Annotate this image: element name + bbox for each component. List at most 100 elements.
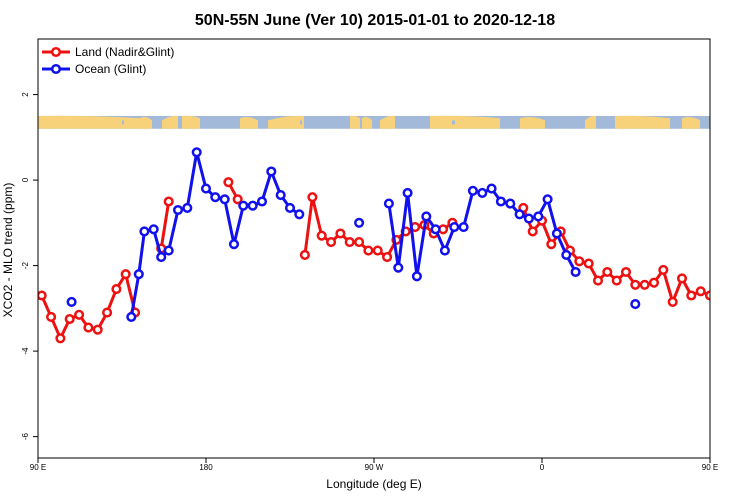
series-layer	[38, 147, 710, 344]
band-land-10	[520, 117, 545, 129]
y-tick-label-4: -6	[21, 433, 30, 441]
x-tick-label-3: 0	[540, 463, 545, 472]
y-tick-label-2: -2	[21, 262, 30, 270]
band-land-6	[350, 115, 360, 129]
x-tick-label-2: 90 W	[365, 463, 384, 472]
band-ocean-bite-2	[300, 120, 302, 125]
series-0-point-21	[326, 237, 337, 248]
series-1-point-5	[148, 224, 159, 235]
series-0-point-23	[344, 237, 355, 248]
series-1-point-40	[523, 213, 534, 224]
x-tick-label-0: 90 E	[30, 463, 46, 472]
series-1-point-26	[393, 262, 404, 273]
series-0-point-16	[232, 194, 243, 205]
band-land-13	[682, 117, 700, 129]
series-1-point-27	[402, 187, 413, 198]
y-tick-label-1: 0	[21, 177, 30, 182]
series-1-point-2	[126, 311, 137, 322]
series-0-point-53	[676, 273, 688, 284]
series-1-point-34	[467, 185, 478, 196]
series-1-point-45	[570, 266, 581, 278]
series-1-point-17	[256, 196, 268, 207]
series-1-point-14	[228, 239, 240, 250]
x-axis-label: Longitude (deg E)	[326, 477, 421, 491]
series-0-point-19	[307, 192, 318, 203]
series-0-point-18	[299, 249, 310, 260]
series-1-point-31	[439, 245, 450, 256]
series-1-point-38	[505, 198, 516, 209]
series-1-point-29	[421, 211, 432, 222]
series-1-point-41	[533, 211, 544, 222]
series-1-point-23	[354, 217, 365, 228]
land-sea-band	[38, 115, 710, 129]
band-ocean-bite-1	[205, 120, 208, 125]
series-0-point-49	[639, 279, 650, 290]
series-0-point-9	[120, 269, 131, 280]
series-1-point-19	[275, 190, 286, 201]
series-1-point-0	[66, 296, 77, 307]
series-1-point-8	[172, 204, 184, 216]
series-0-point-47	[620, 266, 632, 278]
series-1-point-42	[542, 194, 553, 205]
series-0-point-46	[611, 275, 622, 286]
band-land-2	[162, 115, 178, 129]
series-0-point-56	[704, 290, 710, 301]
legend-marker-ocean	[50, 63, 62, 75]
series-0-point-37	[527, 226, 538, 237]
series-0-point-43	[583, 258, 594, 269]
legend-label-land: Land (Nadir&Glint)	[75, 45, 174, 59]
band-land-11	[585, 115, 596, 129]
band-land-4	[240, 117, 258, 129]
series-1-point-20	[284, 202, 296, 213]
series-0-point-5	[83, 322, 94, 333]
series-1-point-37	[495, 196, 506, 207]
series-1-point-36	[486, 183, 497, 194]
band-ocean-bite-3	[452, 120, 455, 125]
chart-title: 50N-55N June (Ver 10) 2015-01-01 to 2020…	[195, 12, 555, 29]
series-0-point-55	[695, 286, 706, 297]
legend-label-ocean: Ocean (Glint)	[75, 62, 146, 76]
series-0-point-45	[602, 266, 613, 278]
series-0-point-50	[648, 277, 660, 288]
band-land-0	[38, 115, 140, 129]
series-0-point-26	[372, 245, 383, 256]
series-1-point-47	[630, 299, 641, 310]
series-0-point-44	[592, 275, 604, 286]
band-ocean-bite-4	[600, 120, 602, 125]
series-0-point-4	[74, 309, 85, 320]
series-0-point-39	[546, 239, 557, 250]
band-land-5	[268, 115, 304, 129]
series-0-point-6	[92, 324, 103, 335]
series-0-point-13	[163, 196, 174, 207]
y-axis-label: XCO2 - MLO trend (ppm)	[1, 183, 15, 318]
series-1-point-12	[210, 192, 221, 203]
band-land-8	[380, 115, 395, 129]
series-1-point-28	[411, 271, 422, 282]
x-tick-label-1: 180	[199, 463, 213, 472]
series-1-point-44	[561, 249, 572, 260]
series-1	[66, 147, 641, 322]
series-1-point-32	[449, 222, 460, 233]
series-0-point-20	[316, 230, 327, 241]
series-1-point-15	[238, 200, 249, 211]
band-land-12	[615, 115, 670, 129]
series-0-point-51	[658, 264, 669, 275]
series-1-point-4	[139, 226, 150, 237]
series-0-line-1	[159, 201, 171, 249]
series-0-point-3	[64, 313, 75, 325]
series-0-point-27	[382, 252, 393, 263]
series-0-point-25	[363, 245, 374, 256]
series-0-point-7	[102, 307, 113, 318]
series-1-point-11	[200, 183, 212, 194]
series-1-point-33	[458, 222, 469, 233]
series-0-point-0	[38, 290, 47, 301]
series-0-point-22	[335, 228, 346, 239]
series-0-point-2	[55, 333, 66, 344]
band-ocean-bite-0	[122, 120, 124, 125]
band-land-9	[430, 115, 500, 129]
band-land-7	[362, 117, 372, 129]
series-1-point-9	[182, 202, 193, 213]
series-1-point-39	[514, 209, 525, 220]
x-tick-label-4: 90 E	[702, 463, 718, 472]
